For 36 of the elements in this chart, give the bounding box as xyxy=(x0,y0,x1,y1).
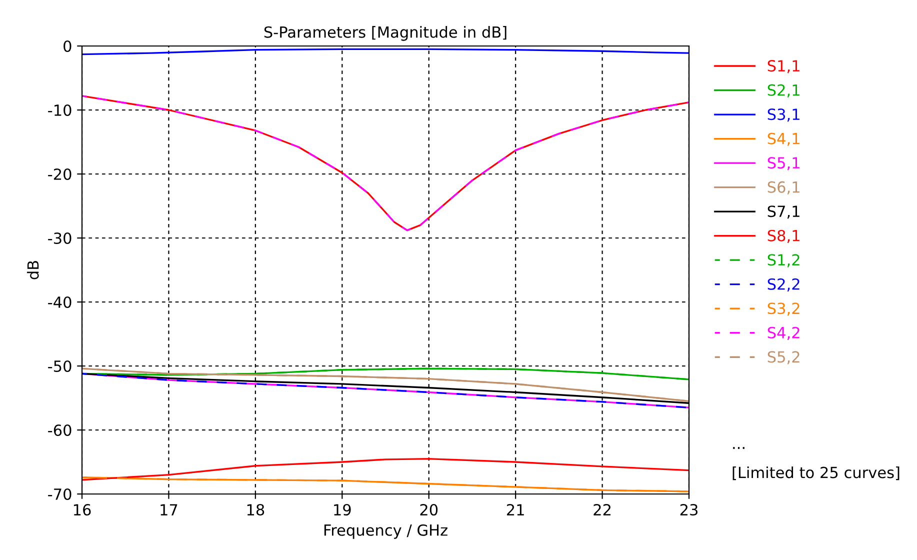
y-tick-label: -10 xyxy=(48,104,72,116)
legend-label: S1,2 xyxy=(768,254,800,268)
y-tick-label: 0 xyxy=(64,40,72,52)
legend-label: S5,1 xyxy=(768,157,800,170)
chart-title: S-Parameters [Magnitude in dB] xyxy=(264,26,506,41)
legend-label: S2,1 xyxy=(768,84,800,98)
x-tick-label: 22 xyxy=(594,504,610,516)
y-tick-label: -20 xyxy=(48,168,72,180)
legend-label: S4,1 xyxy=(768,132,800,146)
legend-label: S3,1 xyxy=(768,108,800,122)
x-tick-label: 20 xyxy=(420,504,438,516)
legend-label: S1,1 xyxy=(768,60,800,74)
x-tick-label: 23 xyxy=(680,504,698,516)
legend-label: S3,2 xyxy=(768,302,800,316)
legend-label: S4,2 xyxy=(768,326,800,340)
y-tick-label: -70 xyxy=(48,488,72,500)
text: ... xyxy=(733,447,744,449)
y-tick-label: -60 xyxy=(48,424,72,436)
legend-label: S2,2 xyxy=(768,278,800,292)
legend-label: S5,2 xyxy=(768,351,800,364)
y-axis-title: dB xyxy=(26,260,39,280)
legend-label: S8,1 xyxy=(768,230,800,243)
line-series xyxy=(82,95,689,232)
x-tick-label: 19 xyxy=(334,504,351,516)
y-tick-label: -30 xyxy=(48,232,72,244)
text: [Limited to 25 curves] xyxy=(732,466,900,480)
x-tick-label: 17 xyxy=(160,504,178,516)
y-tick-label: -50 xyxy=(48,360,72,372)
x-axis-title: Frequency / GHz xyxy=(324,524,448,539)
x-tick-label: 21 xyxy=(506,504,524,516)
x-tick-label: 16 xyxy=(74,504,91,516)
legend-label: S6,1 xyxy=(768,181,800,194)
line-series xyxy=(82,458,689,481)
y-tick-label: -40 xyxy=(48,296,72,308)
x-tick-label: 18 xyxy=(247,504,264,516)
legend-label: S7,1 xyxy=(768,206,800,219)
